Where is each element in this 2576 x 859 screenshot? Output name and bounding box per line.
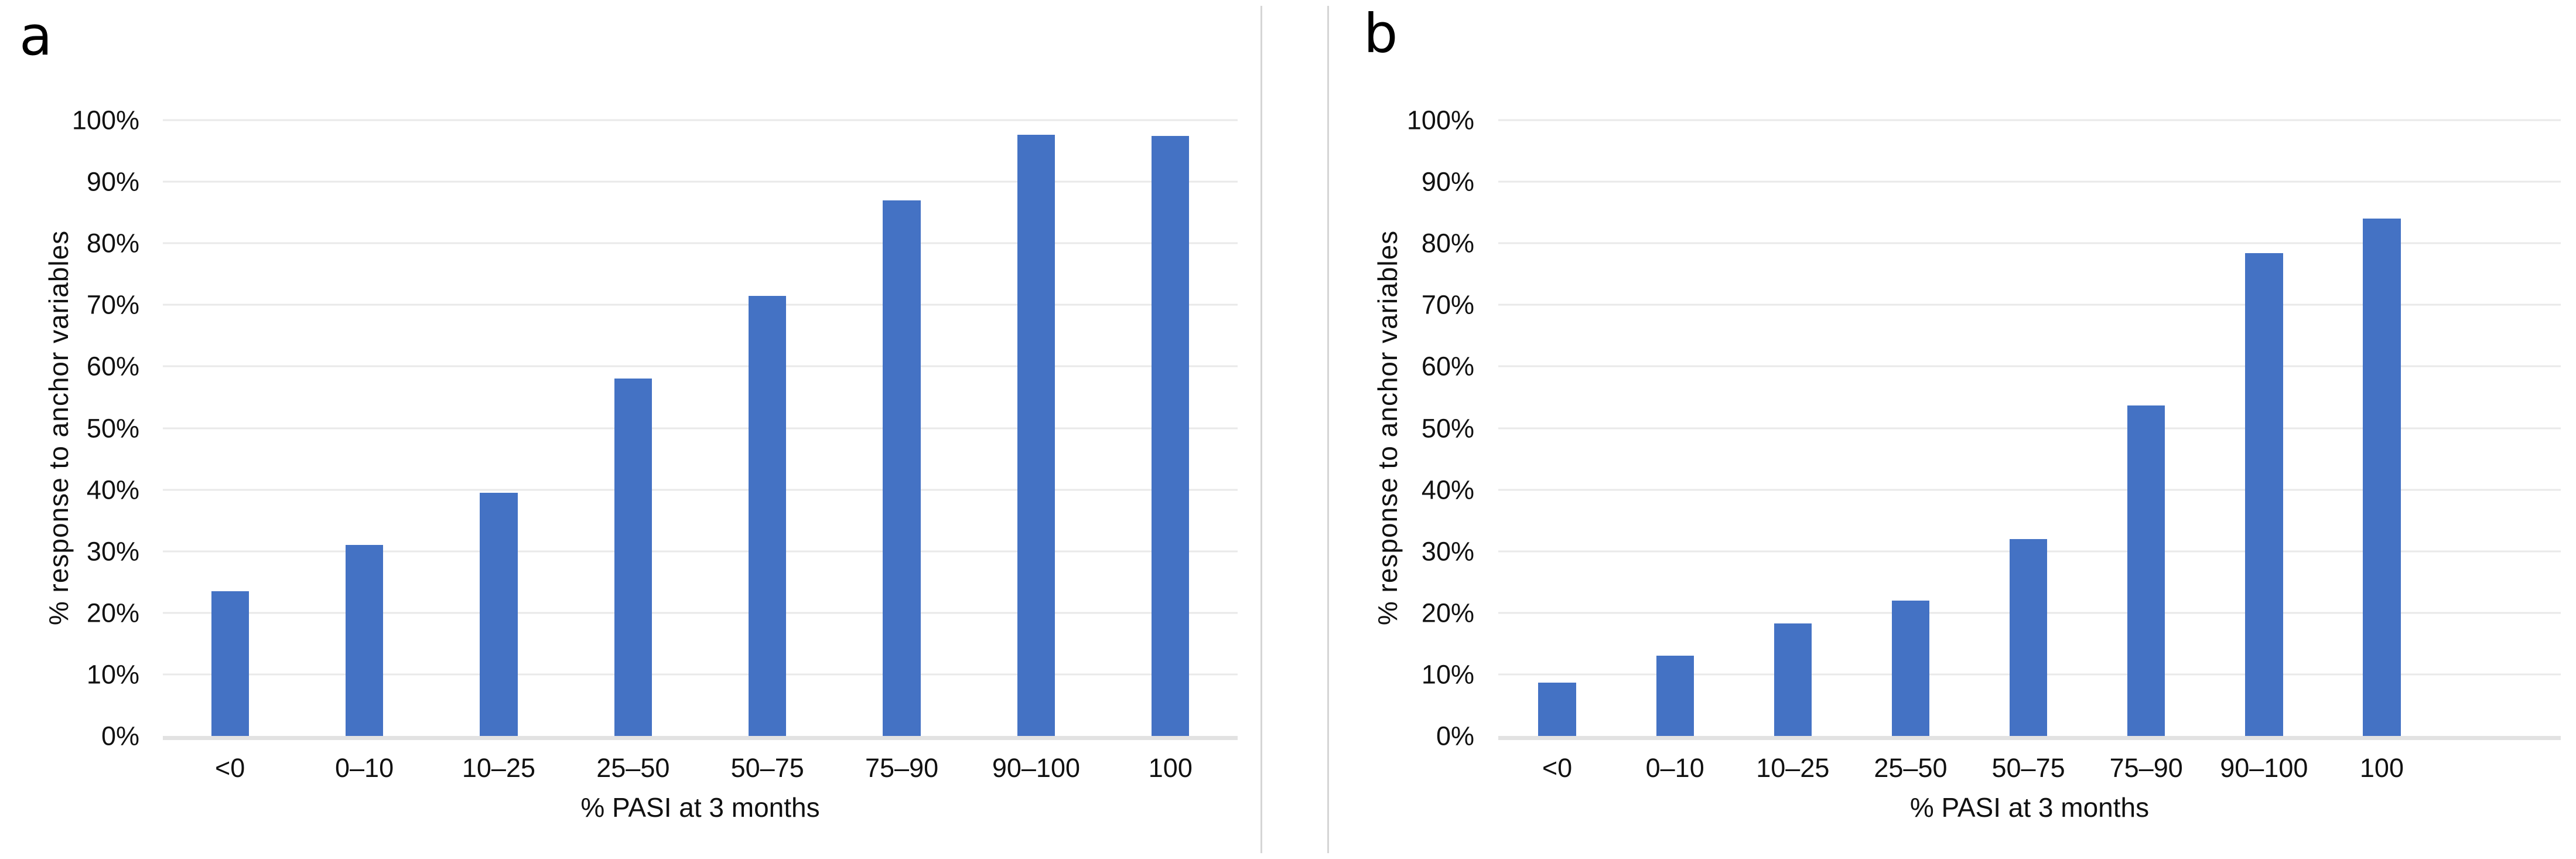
x-tick-label: 90–100 xyxy=(2220,753,2308,783)
y-tick-labels: 0% 10% 20% 30% 40% 50% 60% 70% 80% 90% 100% xyxy=(1357,107,1474,749)
y-tick-label: 90% xyxy=(1421,166,1474,197)
y-tick-label: 40% xyxy=(1421,475,1474,505)
x-tick-label: 10–25 xyxy=(1756,753,1830,783)
gridline xyxy=(1498,489,2561,491)
x-tick-label: 25–50 xyxy=(596,753,670,783)
y-tick-label: 30% xyxy=(1421,536,1474,567)
y-tick-label: 100% xyxy=(1406,105,1474,135)
bar-0–10 xyxy=(345,545,384,736)
bar-10–25 xyxy=(480,492,518,736)
gridline xyxy=(163,180,1238,183)
gridline xyxy=(163,612,1238,614)
y-tick-label: 80% xyxy=(86,228,139,258)
y-tick-label: 100% xyxy=(71,105,139,135)
gridline xyxy=(1498,242,2561,244)
gridline xyxy=(163,427,1238,429)
gridline xyxy=(163,119,1238,121)
bar-75–90 xyxy=(883,200,921,736)
y-tick-labels: 0% 10% 20% 30% 40% 50% 60% 70% 80% 90% 100% xyxy=(22,107,139,749)
bar-0–10 xyxy=(1656,656,1694,736)
bar-50–75 xyxy=(749,295,787,736)
panel-a: a % response to anchor variables 0% 10% 20… xyxy=(19,5,1238,823)
y-tick-label: 50% xyxy=(1421,413,1474,443)
x-tick-label: 100 xyxy=(1148,753,1193,783)
bar-100 xyxy=(1152,136,1190,736)
x-tick-label: 25–50 xyxy=(1874,753,1948,783)
gridline xyxy=(1498,427,2561,429)
gridline xyxy=(1498,180,2561,183)
bar-75–90 xyxy=(2127,405,2165,736)
bar-10–25 xyxy=(1774,623,1812,736)
gridline xyxy=(163,489,1238,491)
x-tick-label: <0 xyxy=(1542,753,1573,783)
panel-divider-left xyxy=(1260,6,1262,853)
x-tick-label: 50–75 xyxy=(1991,753,2065,783)
x-tick-label: 75–90 xyxy=(2109,753,2183,783)
bar-90–100 xyxy=(1017,135,1055,736)
gridline xyxy=(1498,119,2561,121)
panel-label-b: b xyxy=(1364,2,1398,65)
y-tick-label: 70% xyxy=(86,289,139,320)
gridline xyxy=(163,365,1238,367)
y-tick-label: 10% xyxy=(86,659,139,690)
y-tick-label: 20% xyxy=(86,598,139,628)
panel-label-a: a xyxy=(19,5,53,67)
y-tick-label: 80% xyxy=(1421,228,1474,258)
bar-<0 xyxy=(1538,682,1576,736)
x-tick-label: 0–10 xyxy=(1645,753,1704,783)
bar-25–50 xyxy=(614,379,652,736)
x-tick-label: <0 xyxy=(215,753,245,783)
x-tick-label: 10–25 xyxy=(462,753,535,783)
x-tick-label: 90–100 xyxy=(992,753,1081,783)
gridline xyxy=(163,242,1238,244)
gridline xyxy=(163,550,1238,553)
bar-25–50 xyxy=(1891,600,1930,736)
panel-b: b % response to anchor variables 0% 10% 20… xyxy=(1288,0,2576,859)
gridline xyxy=(1498,365,2561,367)
y-tick-label: 20% xyxy=(1421,598,1474,628)
bar-90–100 xyxy=(2245,253,2283,736)
y-tick-label: 60% xyxy=(1421,351,1474,381)
x-tick-label: 100 xyxy=(2359,753,2404,783)
y-tick-label: 0% xyxy=(1436,721,1474,751)
y-tick-label: 10% xyxy=(1421,659,1474,690)
x-axis-title: % PASI at 3 months xyxy=(580,792,820,823)
y-tick-label: 90% xyxy=(86,166,139,197)
y-tick-label: 40% xyxy=(86,475,139,505)
x-tick-labels: <0 0–10 10–25 25–50 50–75 75–90 90–100 100 xyxy=(1498,755,2561,790)
y-tick-label: 50% xyxy=(86,413,139,443)
bar-<0 xyxy=(211,591,249,736)
gridline xyxy=(163,304,1238,306)
plot-area xyxy=(163,119,1238,740)
y-tick-label: 70% xyxy=(1421,289,1474,320)
x-tick-labels: <0 0–10 10–25 25–50 50–75 75–90 90–100 100 xyxy=(163,755,1238,790)
y-tick-label: 30% xyxy=(86,536,139,567)
y-tick-label: 0% xyxy=(101,721,139,751)
panel-divider-right xyxy=(1327,6,1329,853)
gridline xyxy=(163,673,1238,676)
bar-100 xyxy=(2363,219,2401,736)
y-tick-label: 60% xyxy=(86,351,139,381)
x-tick-label: 0–10 xyxy=(335,753,394,783)
x-tick-label: 50–75 xyxy=(730,753,804,783)
x-axis-title: % PASI at 3 months xyxy=(1909,792,2150,823)
x-tick-label: 75–90 xyxy=(865,753,939,783)
plot-area xyxy=(1498,119,2561,740)
gridline xyxy=(1498,304,2561,306)
bar-50–75 xyxy=(2009,538,2048,736)
